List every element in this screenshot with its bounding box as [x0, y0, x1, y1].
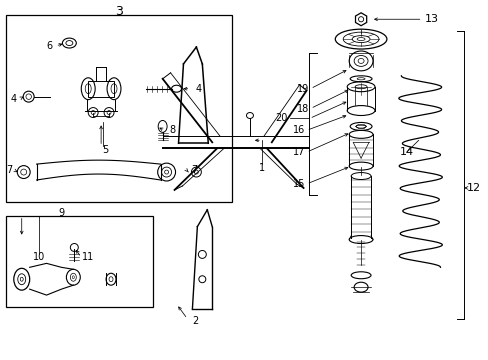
Text: 17: 17 [293, 147, 305, 157]
Text: 13: 13 [424, 14, 438, 24]
Text: 15: 15 [293, 179, 305, 189]
Text: 12: 12 [466, 183, 480, 193]
Bar [6, 15, 232, 202]
Text: 5: 5 [102, 145, 108, 155]
Text: 18: 18 [297, 104, 309, 113]
Bar [88, 81, 114, 96]
Text: 11: 11 [82, 252, 94, 262]
Text: 7: 7 [191, 165, 197, 175]
Text: 20: 20 [275, 113, 287, 123]
Text: 3: 3 [115, 5, 122, 18]
Text: 19: 19 [297, 84, 309, 94]
Text: 4: 4 [195, 84, 201, 94]
Text: 16: 16 [293, 125, 305, 135]
Text: 8: 8 [169, 125, 175, 135]
Text: 7: 7 [6, 165, 12, 175]
Text: 1: 1 [258, 163, 264, 173]
Text: 2: 2 [192, 316, 198, 326]
Text: 14: 14 [399, 147, 413, 157]
Text: 4: 4 [11, 94, 17, 104]
Bar [6, 216, 152, 307]
Text: 9: 9 [58, 208, 64, 218]
Text: 6: 6 [46, 41, 53, 51]
Text: 10: 10 [32, 252, 44, 262]
